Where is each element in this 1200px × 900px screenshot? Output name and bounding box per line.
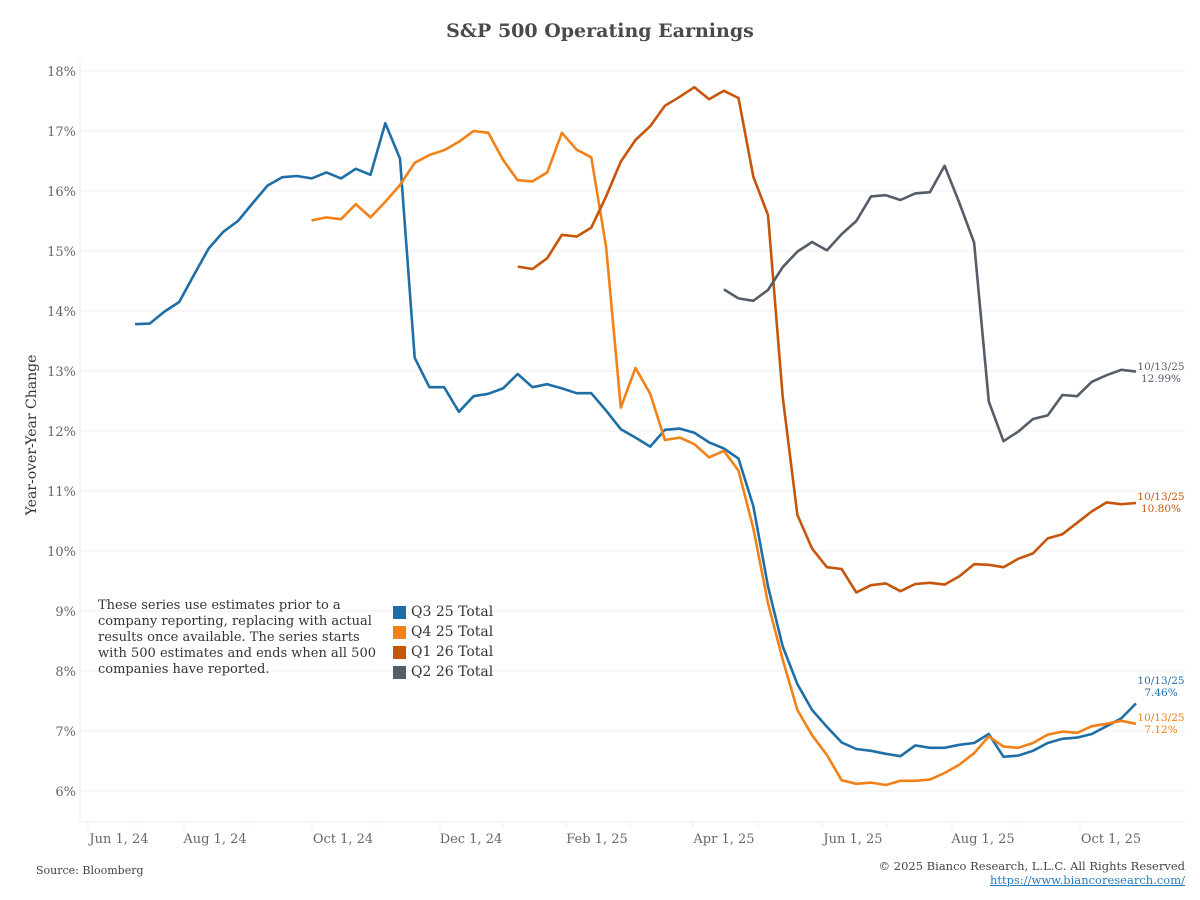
x-tick-label: Oct 1, 25 — [1081, 832, 1141, 847]
end-label-value: 12.99% — [1141, 373, 1181, 385]
y-axis-label: Year-over-Year Change — [24, 355, 40, 517]
legend-label: Q4 25 Total — [411, 624, 494, 640]
y-tick-label: 8% — [55, 665, 76, 680]
y-tick-label: 7% — [55, 725, 76, 740]
end-label-value: 10.80% — [1141, 503, 1181, 515]
y-tick-label: 18% — [47, 65, 76, 80]
website-link[interactable]: https://www.biancoresearch.com/ — [989, 873, 1185, 887]
y-tick-label: 10% — [47, 545, 76, 560]
legend-swatch — [393, 665, 406, 679]
y-tick-label: 9% — [55, 605, 76, 620]
series-line-q4-25-total — [311, 129, 1137, 787]
x-tick-label: Aug 1, 25 — [950, 832, 1014, 847]
x-axis-ticks: Jun 1, 24 Aug 1, 24 Oct 1, 24 Dec 1, 24 Feb … — [87, 822, 1141, 847]
x-tick-label: Jun 1, 25 — [821, 832, 882, 847]
x-tick-label: Apr 1, 25 — [692, 832, 754, 847]
x-tick-label: Oct 1, 24 — [313, 832, 373, 847]
y-axis-ticks: 6% 7% 8% 9% 10% 11% 12% 13% 14% 15% 16% 17% 18% — [47, 65, 76, 800]
methodology-note: These series use estimates prior to a co… — [98, 598, 376, 677]
x-tick-label: Aug 1, 24 — [182, 832, 246, 847]
legend-label: Q3 25 Total — [411, 604, 494, 620]
chart-title: S&P 500 Operating Earnings — [446, 20, 754, 42]
x-tick-label: Jun 1, 24 — [87, 832, 148, 847]
legend-item-q1-26: Q1 26 Total — [393, 642, 493, 662]
end-label-date: 10/13/25 — [1137, 491, 1184, 503]
x-tick-label: Dec 1, 24 — [440, 832, 503, 847]
series-lines — [134, 85, 1137, 787]
y-tick-label: 6% — [55, 785, 76, 800]
y-tick-label: 15% — [47, 245, 76, 260]
legend-swatch — [393, 645, 406, 659]
end-labels: 10/13/257.46%10/13/257.12%10/13/2510.80%… — [1137, 361, 1184, 736]
legend-item-q3-25: Q3 25 Total — [393, 602, 493, 622]
y-tick-label: 11% — [47, 485, 76, 500]
y-tick-label: 17% — [47, 125, 76, 140]
legend-swatch — [393, 625, 406, 639]
series-line-q1-26-total — [517, 85, 1137, 594]
copyright-text: © 2025 Bianco Research, L.L.C. All Right… — [878, 859, 1185, 873]
y-tick-label: 13% — [47, 365, 76, 380]
y-tick-label: 14% — [47, 305, 76, 320]
legend-item-q2-26: Q2 26 Total — [393, 662, 493, 682]
end-label-date: 10/13/25 — [1137, 361, 1184, 373]
x-tick-label: Feb 1, 25 — [566, 832, 628, 847]
series-line-q2-26-total — [723, 164, 1137, 443]
legend-item-q4-25: Q4 25 Total — [393, 622, 493, 642]
legend-label: Q1 26 Total — [411, 644, 494, 660]
end-label-value: 7.12% — [1144, 724, 1177, 736]
legend-swatch — [393, 605, 406, 619]
end-label-date: 10/13/25 — [1137, 675, 1184, 687]
legend-label: Q2 26 Total — [411, 664, 494, 680]
y-tick-label: 16% — [47, 185, 76, 200]
legend: Q3 25 Total Q4 25 Total Q1 26 Total Q2 2… — [393, 602, 493, 682]
copyright: © 2025 Bianco Research, L.L.C. All Right… — [879, 859, 1185, 887]
gridlines — [79, 60, 1185, 823]
y-tick-label: 12% — [47, 425, 76, 440]
end-label-date: 10/13/25 — [1137, 712, 1184, 724]
source-note: Source: Bloomberg — [36, 864, 144, 877]
end-label-value: 7.46% — [1144, 687, 1177, 699]
